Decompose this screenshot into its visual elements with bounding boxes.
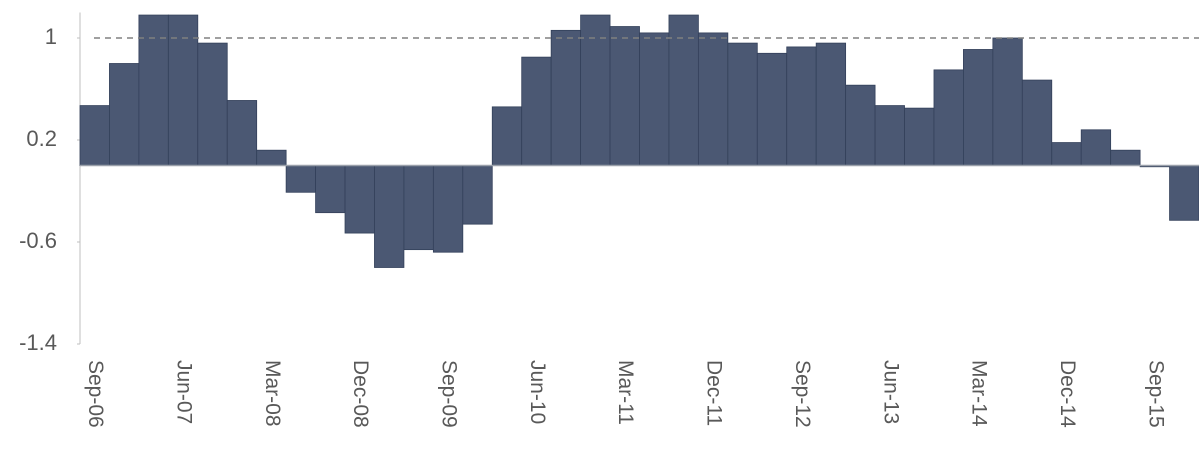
bar bbox=[580, 14, 611, 166]
bar bbox=[197, 42, 228, 166]
bar bbox=[815, 42, 847, 166]
x-tick-label: Mar-08 bbox=[261, 360, 284, 427]
bar bbox=[462, 165, 493, 225]
bar bbox=[109, 63, 140, 166]
x-tick-label: Mar-11 bbox=[614, 360, 637, 425]
bar bbox=[285, 165, 316, 193]
bar bbox=[1080, 129, 1112, 166]
bar bbox=[963, 49, 994, 166]
x-tick-label: Dec-08 bbox=[349, 360, 372, 428]
bar bbox=[756, 52, 788, 166]
bar bbox=[1021, 79, 1053, 166]
bar bbox=[79, 105, 110, 166]
y-tick-label: 1 bbox=[45, 24, 57, 49]
bar bbox=[403, 165, 434, 251]
y-tick-label: -1.4 bbox=[19, 330, 57, 355]
bar bbox=[933, 69, 964, 166]
bar bbox=[874, 105, 905, 166]
bar bbox=[138, 14, 169, 166]
y-tick-label: 0.2 bbox=[26, 126, 57, 151]
bar bbox=[904, 107, 935, 166]
bar bbox=[1169, 165, 1199, 221]
bar bbox=[491, 106, 523, 166]
x-tick-label: Jun-07 bbox=[173, 360, 196, 424]
bar bbox=[668, 14, 699, 166]
bar bbox=[315, 165, 346, 214]
bar bbox=[1110, 149, 1141, 166]
x-tick-label: Dec-11 bbox=[703, 360, 726, 426]
bar bbox=[697, 32, 729, 166]
bar bbox=[609, 26, 640, 166]
bar bbox=[521, 56, 552, 166]
bar bbox=[226, 100, 258, 166]
bar bbox=[1051, 142, 1082, 166]
bar bbox=[639, 32, 670, 166]
x-tick-label: Sep-09 bbox=[438, 360, 461, 428]
bar bbox=[727, 42, 758, 166]
bar bbox=[845, 84, 876, 166]
bar bbox=[256, 149, 287, 166]
bar bbox=[432, 165, 464, 253]
bar bbox=[786, 46, 817, 166]
x-tick-label: Sep-12 bbox=[791, 360, 814, 428]
x-tick-label: Sep-15 bbox=[1144, 360, 1167, 428]
x-tick-label: Dec-14 bbox=[1056, 360, 1079, 428]
x-tick-label: Jun-10 bbox=[526, 360, 549, 424]
x-tick-label: Mar-14 bbox=[968, 360, 991, 427]
x-tick-label: Jun-13 bbox=[879, 360, 902, 424]
y-tick-label: -0.6 bbox=[19, 228, 57, 253]
bar bbox=[344, 165, 375, 234]
bar bbox=[374, 165, 405, 268]
bar bbox=[550, 29, 582, 166]
x-tick-label: Sep-06 bbox=[84, 360, 107, 428]
bar bbox=[992, 37, 1023, 166]
